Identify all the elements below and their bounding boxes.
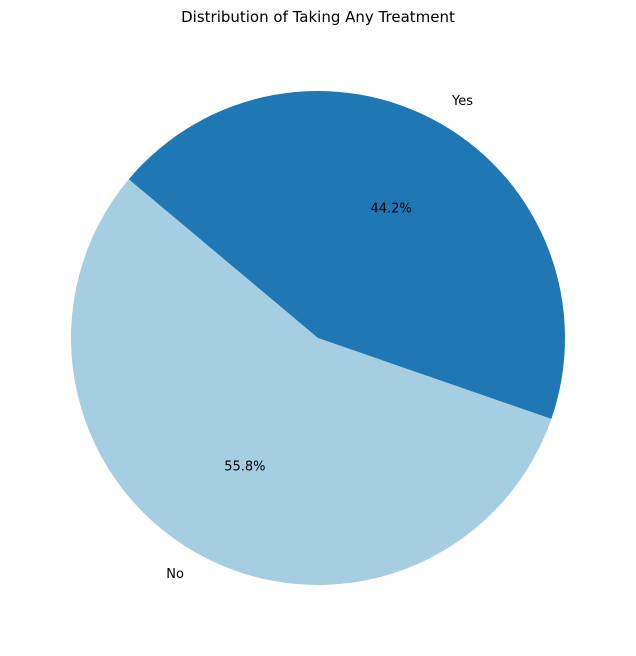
chart-title: Distribution of Taking Any Treatment <box>181 8 455 26</box>
percent-label-yes: 44.2% <box>370 202 411 217</box>
pie-labels: No 55.8% Yes 44.2% <box>166 94 473 582</box>
pie-slice-no <box>71 179 552 586</box>
pie-slice-yes <box>128 90 565 419</box>
slice-label-yes: Yes <box>451 94 473 109</box>
slice-label-no: No <box>166 567 184 582</box>
pie-slices <box>71 90 565 586</box>
percent-label-no: 55.8% <box>224 459 265 474</box>
